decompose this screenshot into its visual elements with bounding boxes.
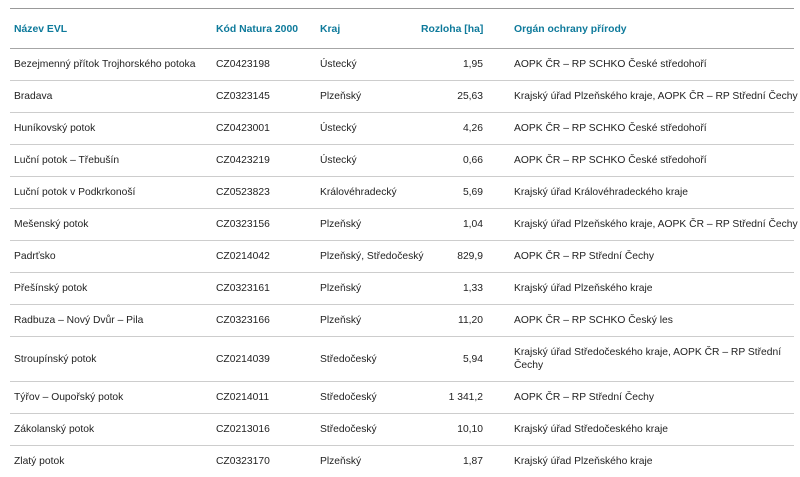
- table-row: Bezejmenný přítok Trojhorského potoka CZ0…: [10, 48, 794, 81]
- cell-kraj: Plzeňský: [316, 272, 421, 305]
- cell-organ: AOPK ČR – RP Střední Čechy: [483, 240, 794, 273]
- cell-kraj: Ústecký: [316, 112, 421, 145]
- cell-rozloha: 5,94: [421, 336, 483, 382]
- cell-kraj: Plzeňský: [316, 445, 421, 477]
- cell-organ: AOPK ČR – RP SCHKO Český les: [483, 304, 794, 337]
- cell-nazev: Luční potok – Třebušín: [10, 144, 212, 177]
- cell-organ: AOPK ČR – RP SCHKO České středohoří: [483, 112, 794, 145]
- cell-rozloha: 1,04: [421, 208, 483, 241]
- cell-kraj: Středočeský: [316, 381, 421, 414]
- cell-nazev: Luční potok v Podkrkonoší: [10, 176, 212, 209]
- cell-rozloha: 1,95: [421, 48, 483, 81]
- cell-kraj: Ústecký: [316, 48, 421, 81]
- table-row: Zlatý potok CZ0323170 Plzeňský 1,87 Krajský …: [10, 445, 794, 477]
- cell-nazev: Stroupínský potok: [10, 336, 212, 382]
- column-header-kod-natura-2000: Kód Natura 2000: [212, 8, 316, 49]
- cell-kraj: Plzeňský, Středočeský: [316, 240, 424, 273]
- cell-rozloha: 829,9: [421, 240, 483, 273]
- cell-rozloha: 5,69: [421, 176, 483, 209]
- cell-kraj: Plzeňský: [316, 304, 421, 337]
- table-row: Padrťsko CZ0214042 Plzeňský, Středočeský 82…: [10, 240, 794, 273]
- cell-rozloha: 11,20: [421, 304, 483, 337]
- cell-kod: CZ0323161: [212, 272, 316, 305]
- cell-kraj: Středočeský: [316, 413, 421, 446]
- cell-organ: Krajský úřad Středočeského kraje, AOPK Č…: [483, 336, 794, 382]
- cell-organ: Krajský úřad Plzeňského kraje, AOPK ČR –…: [483, 80, 798, 113]
- column-header-nazev-evl: Název EVL: [10, 8, 212, 49]
- cell-kod: CZ0423001: [212, 112, 316, 145]
- cell-kraj: Královéhradecký: [316, 176, 421, 209]
- cell-kod: CZ0323156: [212, 208, 316, 241]
- cell-nazev: Huníkovský potok: [10, 112, 212, 145]
- cell-rozloha: 25,63: [421, 80, 483, 113]
- cell-nazev: Zákolanský potok: [10, 413, 212, 446]
- cell-organ: Krajský úřad Plzeňského kraje, AOPK ČR –…: [483, 208, 798, 241]
- cell-rozloha: 1,33: [421, 272, 483, 305]
- table-row: Huníkovský potok CZ0423001 Ústecký 4,26 AOPK…: [10, 112, 794, 145]
- cell-nazev: Mešenský potok: [10, 208, 212, 241]
- table-header: Název EVL Kód Natura 2000 Kraj Rozloha […: [10, 8, 794, 49]
- evl-table-container: Název EVL Kód Natura 2000 Kraj Rozloha […: [10, 8, 798, 477]
- table-row: Stroupínský potok CZ0214039 Středočeský 5,9…: [10, 336, 794, 382]
- table-row: Luční potok – Třebušín CZ0423219 Ústecký 0,…: [10, 144, 794, 177]
- cell-kod: CZ0213016: [212, 413, 316, 446]
- cell-nazev: Přešínský potok: [10, 272, 212, 305]
- table-row: Bradava CZ0323145 Plzeňský 25,63 Krajský úřa…: [10, 80, 798, 113]
- cell-organ: AOPK ČR – RP SCHKO České středohoří: [483, 48, 794, 81]
- cell-nazev: Bradava: [10, 80, 212, 113]
- table-row: Přešínský potok CZ0323161 Plzeňský 1,33 Kraj…: [10, 272, 794, 305]
- cell-kod: CZ0523823: [212, 176, 316, 209]
- cell-rozloha: 0,66: [421, 144, 483, 177]
- table-row: Radbuza – Nový Dvůr – Pila CZ0323166 Plzeň…: [10, 304, 794, 337]
- table-row: Zákolanský potok CZ0213016 Středočeský 10,1…: [10, 413, 794, 446]
- table-row: Týřov – Oupořský potok CZ0214011 Středočes…: [10, 381, 794, 414]
- table-row: Mešenský potok CZ0323156 Plzeňský 1,04 Krajs…: [10, 208, 798, 241]
- column-header-kraj: Kraj: [316, 8, 421, 49]
- cell-kraj: Středočeský: [316, 336, 421, 382]
- table-body: Bezejmenný přítok Trojhorského potoka CZ0…: [10, 48, 798, 477]
- cell-organ: AOPK ČR – RP SCHKO České středohoří: [483, 144, 794, 177]
- cell-nazev: Padrťsko: [10, 240, 212, 273]
- cell-rozloha: 4,26: [421, 112, 483, 145]
- cell-rozloha: 10,10: [421, 413, 483, 446]
- cell-kraj: Ústecký: [316, 144, 421, 177]
- header-row: Název EVL Kód Natura 2000 Kraj Rozloha […: [10, 8, 794, 49]
- cell-kod: CZ0214039: [212, 336, 316, 382]
- cell-nazev: Týřov – Oupořský potok: [10, 381, 212, 414]
- cell-rozloha: 1 341,2: [421, 381, 483, 414]
- cell-organ: Krajský úřad Středočeského kraje: [483, 413, 794, 446]
- table-row: Luční potok v Podkrkonoší CZ0523823 Králov…: [10, 176, 794, 209]
- cell-nazev: Radbuza – Nový Dvůr – Pila: [10, 304, 212, 337]
- cell-kraj: Plzeňský: [316, 80, 421, 113]
- cell-nazev: Zlatý potok: [10, 445, 212, 477]
- cell-kod: CZ0323170: [212, 445, 316, 477]
- cell-organ: Krajský úřad Královéhradeckého kraje: [483, 176, 794, 209]
- cell-kod: CZ0214042: [212, 240, 316, 273]
- column-header-rozloha: Rozloha [ha]: [421, 8, 483, 49]
- cell-kod: CZ0323145: [212, 80, 316, 113]
- cell-organ: AOPK ČR – RP Střední Čechy: [483, 381, 794, 414]
- cell-kod: CZ0423198: [212, 48, 316, 81]
- cell-kod: CZ0423219: [212, 144, 316, 177]
- cell-kod: CZ0214011: [212, 381, 316, 414]
- cell-kraj: Plzeňský: [316, 208, 421, 241]
- cell-nazev: Bezejmenný přítok Trojhorského potoka: [10, 48, 212, 81]
- cell-organ: Krajský úřad Plzeňského kraje: [483, 445, 794, 477]
- column-header-organ: Orgán ochrany přírody: [483, 8, 794, 49]
- evl-table: Název EVL Kód Natura 2000 Kraj Rozloha […: [10, 8, 798, 477]
- cell-kod: CZ0323166: [212, 304, 316, 337]
- cell-rozloha: 1,87: [421, 445, 483, 477]
- cell-organ: Krajský úřad Plzeňského kraje: [483, 272, 794, 305]
